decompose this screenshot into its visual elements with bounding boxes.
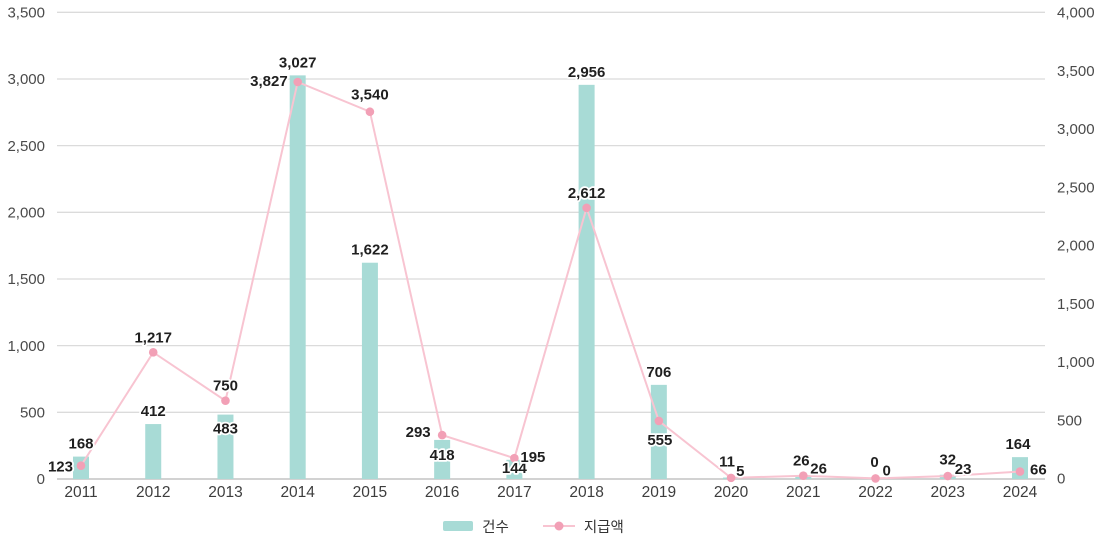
x-tick-2011: 2011	[64, 484, 97, 501]
x-tick-2013: 2013	[208, 484, 242, 501]
y-left-tick-3,000: 3,000	[7, 71, 45, 88]
x-tick-2018: 2018	[569, 484, 603, 501]
bar-label-2013: 483	[213, 421, 238, 438]
bar-swatch-icon	[443, 521, 474, 531]
line-label-2020: 5	[736, 463, 744, 480]
legend-item-count[interactable]: 건수	[443, 516, 509, 537]
bar-2012[interactable]	[145, 424, 162, 479]
line-label-2013: 750	[213, 378, 238, 395]
bar-label-2024: 164	[1005, 436, 1031, 453]
bar-label-2012: 412	[141, 403, 166, 420]
bar-2016[interactable]	[434, 439, 451, 479]
line-label-2016: 418	[430, 447, 455, 464]
bar-2015[interactable]	[361, 262, 378, 479]
bar-2018[interactable]	[578, 84, 595, 480]
line-label-2011: 123	[48, 459, 73, 476]
line-point-2017[interactable]	[510, 453, 519, 463]
line-point-2021[interactable]	[799, 471, 808, 481]
bar-label-2023: 32	[939, 452, 956, 469]
legend-item-amount[interactable]: 지급액	[542, 516, 624, 537]
bar-label-2017: 144	[502, 460, 528, 477]
line-swatch-icon	[542, 521, 575, 531]
amount-line	[80, 80, 1021, 480]
y-left-tick-1,000: 1,000	[7, 338, 45, 355]
line-point-2023[interactable]	[943, 471, 953, 481]
line-label-2012: 1,217	[134, 329, 172, 346]
legend: 건수 지급액	[0, 515, 1083, 537]
line-label-2015: 3,540	[351, 87, 389, 104]
line-label-2018: 2,612	[568, 185, 606, 202]
y-right-tick-500: 500	[1057, 412, 1082, 429]
chart-canvas: 05001,0001,5002,0002,5003,0003,50005001,…	[7, 5, 1095, 502]
y-left-tick-2,000: 2,000	[7, 205, 45, 222]
bar-2014[interactable]	[289, 75, 306, 480]
line-point-2020[interactable]	[726, 473, 736, 483]
x-tick-2015: 2015	[353, 484, 387, 501]
line-label-2014: 3,827	[250, 73, 288, 90]
line-point-2013[interactable]	[221, 396, 230, 406]
line-point-2012[interactable]	[148, 348, 158, 357]
y-right-tick-1,000: 1,000	[1057, 354, 1095, 371]
bar-label-2011: 168	[68, 436, 93, 453]
legend-label-amount: 지급액	[583, 519, 624, 536]
x-tick-2023: 2023	[931, 484, 965, 501]
y-left-tick-500: 500	[20, 405, 45, 422]
line-point-2024[interactable]	[1015, 467, 1025, 476]
line-point-2014[interactable]	[293, 77, 302, 87]
bar-label-2018: 2,956	[568, 64, 606, 81]
line-point-2022[interactable]	[871, 474, 880, 483]
y-left-tick-1,500: 1,500	[7, 271, 45, 288]
line-label-2022: 0	[883, 462, 891, 479]
line-point-2016[interactable]	[437, 430, 447, 440]
x-tick-2024: 2024	[1003, 484, 1038, 501]
y-right-tick-2,500: 2,500	[1057, 179, 1095, 196]
x-tick-2012: 2012	[136, 484, 170, 501]
bar-label-2015: 1,622	[351, 242, 389, 259]
x-tick-2020: 2020	[714, 484, 749, 501]
bar-label-2014: 3,027	[279, 54, 317, 71]
x-tick-2022: 2022	[858, 484, 892, 501]
bar-label-2016: 293	[406, 424, 431, 441]
bar-label-2019: 706	[646, 364, 671, 381]
line-point-2015[interactable]	[365, 107, 375, 117]
bar-2017[interactable]	[506, 459, 523, 479]
bar-label-2020: 11	[719, 454, 735, 471]
legend-label-count: 건수	[482, 519, 509, 536]
y-left-tick-3,500: 3,500	[7, 5, 45, 22]
x-tick-2014: 2014	[280, 484, 315, 501]
line-label-2021: 26	[810, 461, 827, 478]
x-tick-2017: 2017	[497, 484, 531, 501]
y-right-tick-4,000: 4,000	[1057, 5, 1095, 22]
y-right-tick-2,000: 2,000	[1057, 238, 1095, 255]
y-right-tick-1,500: 1,500	[1057, 296, 1095, 313]
y-right-tick-0: 0	[1057, 471, 1065, 488]
line-label-2019: 555	[647, 432, 672, 449]
bar-label-2021: 26	[793, 453, 810, 470]
line-label-2024: 66	[1030, 462, 1047, 479]
line-label-2017: 195	[520, 449, 545, 466]
line-point-2018[interactable]	[582, 203, 591, 213]
x-tick-2016: 2016	[425, 484, 459, 501]
y-right-tick-3,000: 3,000	[1057, 121, 1095, 138]
y-left-tick-2,500: 2,500	[7, 138, 45, 155]
bar-2013[interactable]	[217, 414, 234, 479]
line-label-2023: 23	[955, 461, 972, 478]
line-dot-icon	[554, 521, 564, 531]
line-point-2011[interactable]	[76, 461, 86, 470]
bar-label-2022: 0	[870, 454, 878, 471]
y-left-tick-0: 0	[37, 471, 45, 488]
y-right-tick-3,500: 3,500	[1057, 63, 1095, 80]
line-point-2019[interactable]	[654, 416, 664, 426]
x-tick-2019: 2019	[642, 484, 676, 501]
x-tick-2021: 2021	[786, 484, 820, 501]
